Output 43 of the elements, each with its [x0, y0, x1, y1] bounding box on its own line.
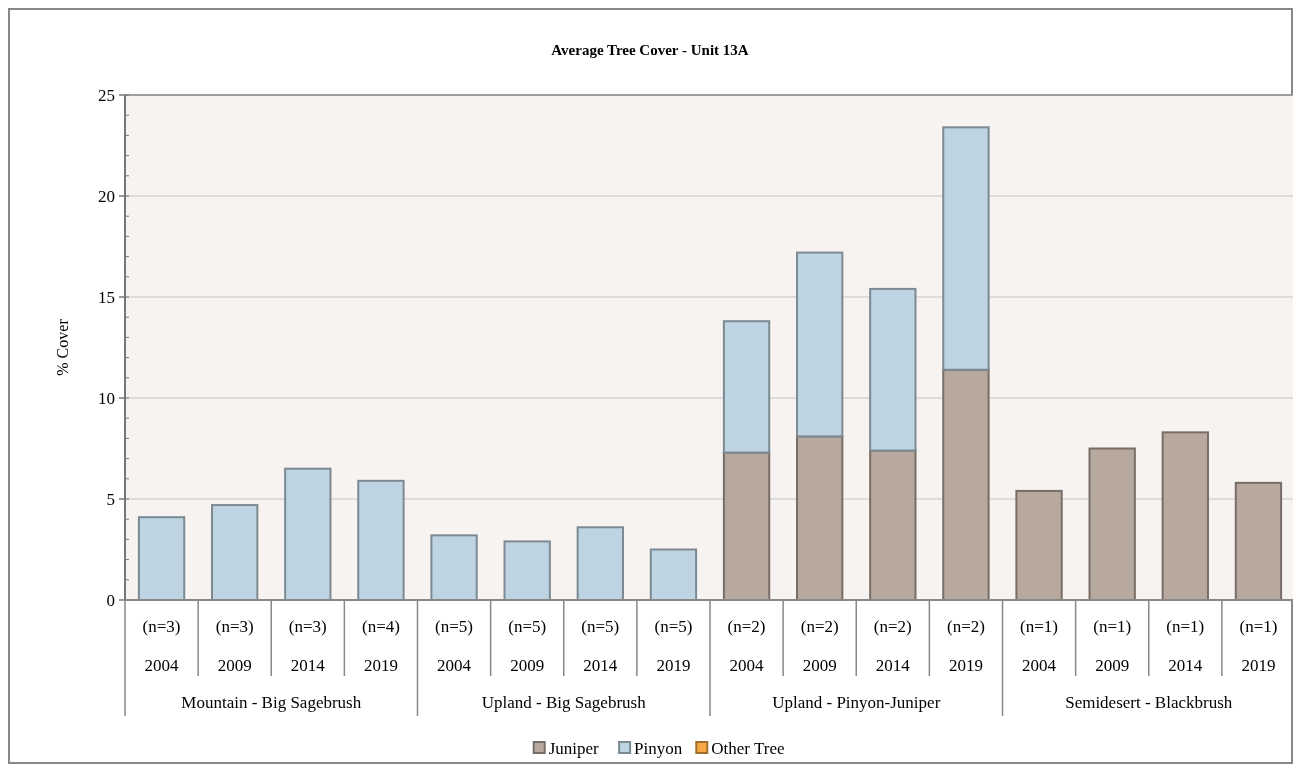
x-tick-label: (n=3) 2004: [142, 617, 181, 675]
chart-title: Average Tree Cover - Unit 13A: [551, 42, 749, 58]
bar: [869, 287, 917, 452]
x-tick-label: (n=3) 2014: [288, 617, 327, 675]
y-tick-label: 20: [98, 187, 115, 206]
x-tick-label: (n=2) 2009: [800, 617, 839, 675]
y-tick-label: 5: [106, 490, 115, 509]
bar: [1088, 447, 1136, 601]
bar: [1161, 431, 1209, 601]
x-tick-label: (n=1) 2014: [1166, 617, 1205, 675]
bar: [796, 251, 844, 438]
bar: [942, 126, 990, 371]
y-tick-label: 0: [106, 591, 115, 610]
y-tick-label: 25: [98, 86, 115, 105]
x-tick-label: (n=5) 2009: [508, 617, 547, 675]
x-tick-label: (n=1) 2004: [1020, 617, 1059, 675]
bar: [796, 435, 844, 601]
bar: [722, 451, 771, 601]
bar: [1015, 489, 1063, 601]
legend-label: Juniper: [548, 739, 600, 758]
x-tick-label: (n=5) 2019: [654, 617, 693, 675]
text: Semidesert - Blackbrush: [1065, 693, 1233, 712]
bar: [722, 320, 771, 454]
y-tick-label: 15: [98, 288, 115, 307]
x-tick-label: (n=2) 2004: [727, 617, 766, 675]
legend-label: Other Tree: [711, 739, 785, 758]
bar: [869, 449, 917, 601]
text: Mountain - Big Sagebrush: [181, 693, 362, 712]
text: Upland - Big Sagebrush: [481, 693, 647, 712]
y-tick-label: 10: [98, 389, 115, 408]
legend-label: Pinyon: [634, 739, 683, 758]
text: Upland - Pinyon-Juniper: [772, 693, 941, 712]
x-tick-label: (n=5) 2004: [435, 617, 474, 675]
y-axis-title: % Cover: [54, 318, 71, 376]
x-tick-label: (n=1) 2019: [1239, 617, 1278, 675]
x-tick-label: (n=5) 2014: [581, 617, 620, 675]
x-tick-label: (n=1) 2009: [1093, 617, 1132, 675]
x-tick-label: (n=4) 2019: [361, 617, 400, 675]
bar: [1234, 481, 1283, 601]
x-tick-label: (n=2) 2014: [873, 617, 912, 675]
x-tick-label: (n=3) 2009: [215, 617, 254, 675]
x-tick-label: (n=2) 2019: [946, 617, 985, 675]
bar: [942, 368, 990, 601]
